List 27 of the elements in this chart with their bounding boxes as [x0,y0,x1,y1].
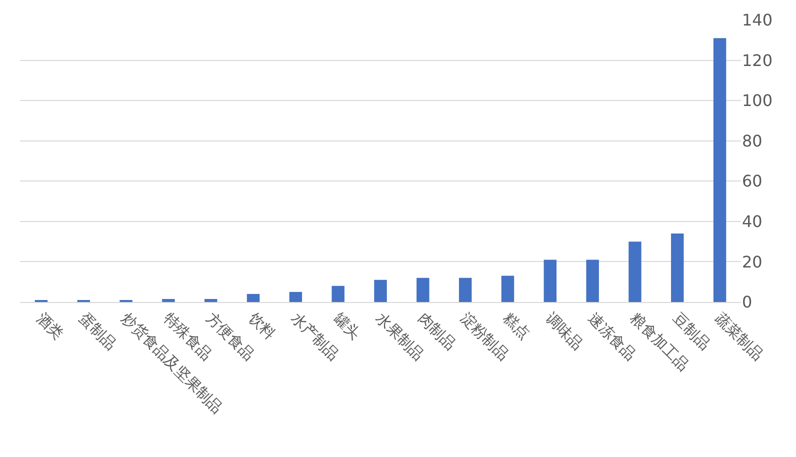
bar [332,286,344,302]
x-tick-label: 蛋制品 [75,308,120,354]
x-tick-label: 酒类 [33,308,68,343]
y-tick-label: 20 [742,252,762,272]
x-tick-label: 罐头 [330,308,364,343]
y-tick-label: 60 [742,172,762,191]
bar [204,298,218,302]
bar [289,292,302,302]
x-tick-label: 糕点 [500,308,534,343]
bar [374,280,387,302]
bar [713,38,726,302]
y-tick-label: 40 [742,212,762,232]
bar [628,242,642,302]
bar [458,278,472,302]
bar [246,294,260,302]
bar [586,260,599,302]
bar [162,298,175,302]
y-tick-label: 140 [742,10,773,30]
x-tick-label: 饮料 [244,308,280,343]
bar [416,278,430,302]
bar [544,260,557,302]
x-tick-label: 调味品 [542,308,587,354]
y-tick-label: 120 [742,50,773,70]
bar [671,234,684,302]
y-tick-label: 80 [742,131,762,150]
y-tick-label: 100 [742,91,773,110]
bar [501,276,514,302]
